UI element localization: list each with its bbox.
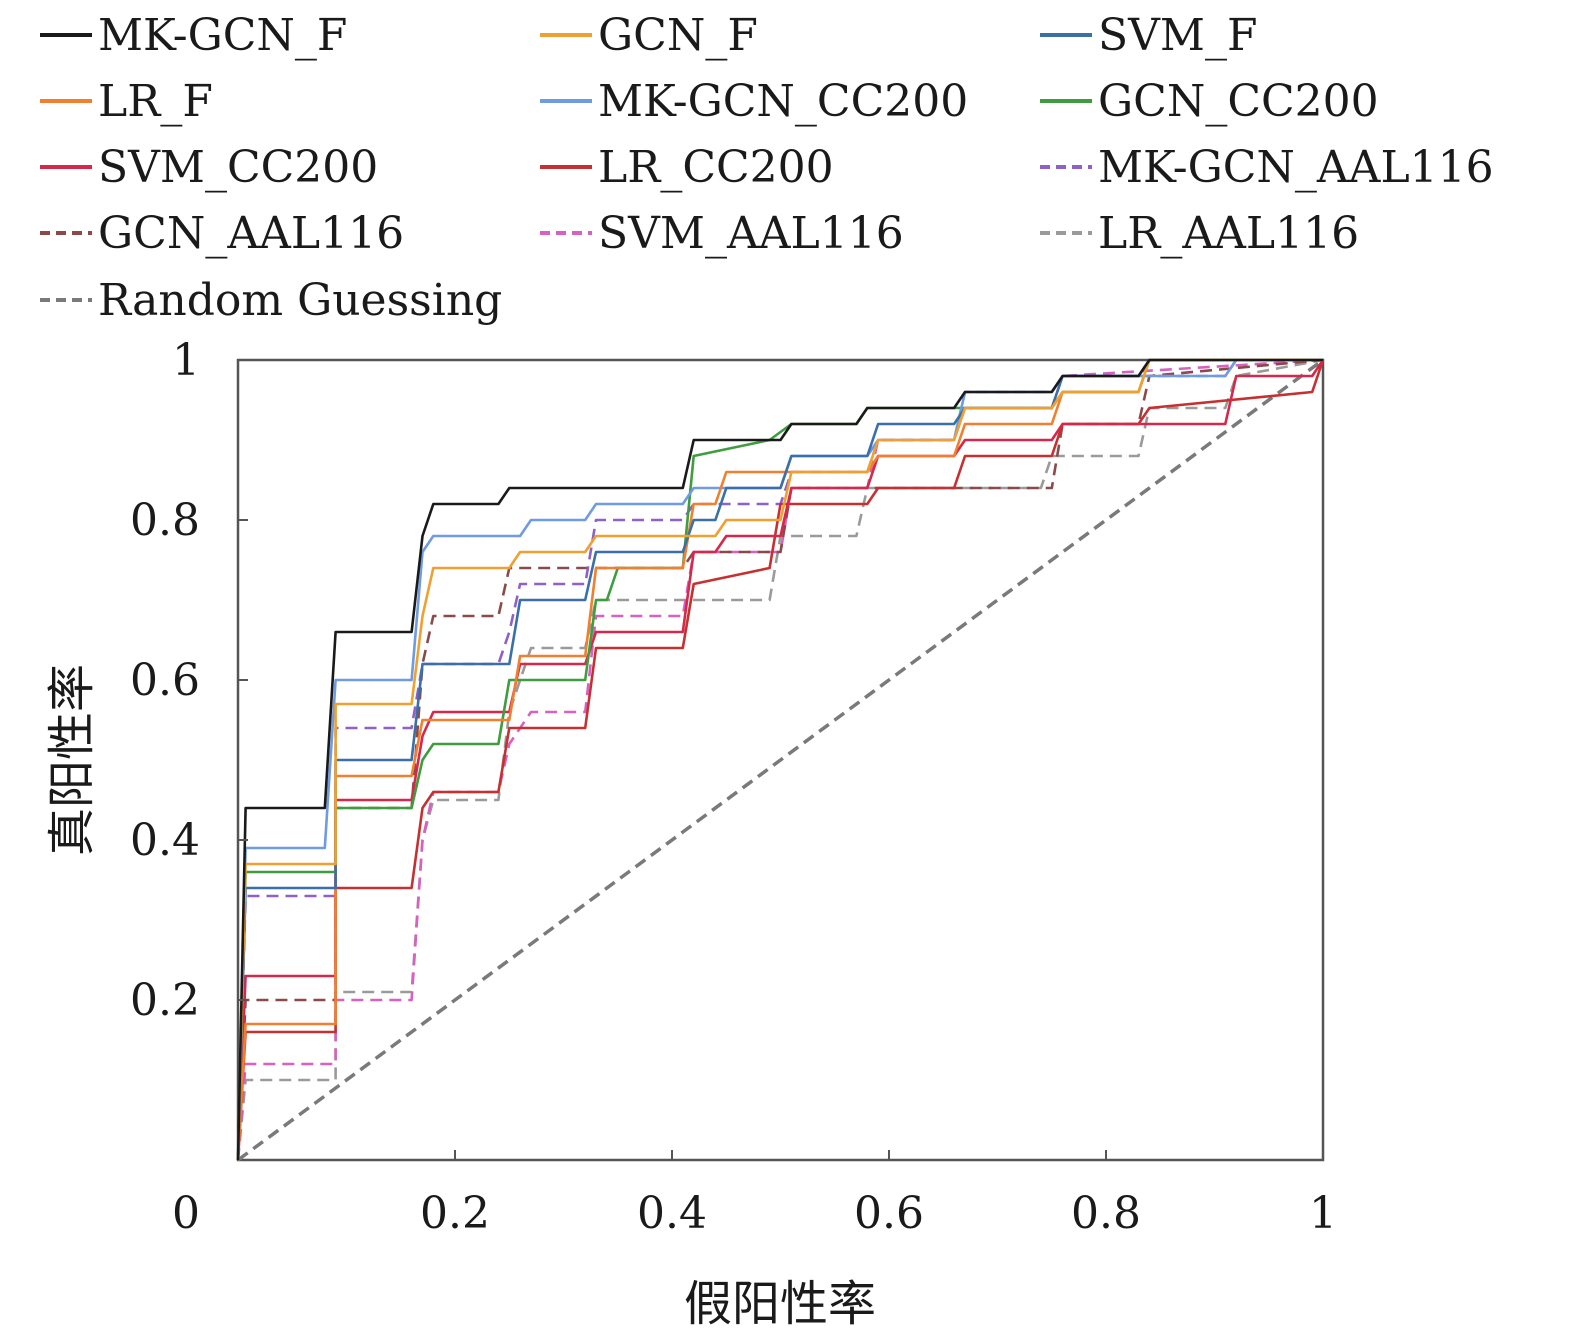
legend: MK-GCN_F GCN_F SVM_F LR_F MK-GCN_CC200 GCN_CC… bbox=[40, 10, 1494, 326]
legend-label: GCN_F bbox=[598, 10, 758, 61]
legend-label: MK-GCN_F bbox=[98, 10, 347, 61]
x-tick-label: 1 bbox=[1309, 1188, 1337, 1239]
legend-item-mk-gcn-aal116: MK-GCN_AAL116 bbox=[1040, 142, 1494, 193]
legend-item-random-guessing: Random Guessing bbox=[40, 275, 502, 326]
legend-item-gcn-f: GCN_F bbox=[540, 10, 758, 61]
legend-label: SVM_CC200 bbox=[98, 142, 378, 193]
legend-label: GCN_AAL116 bbox=[98, 208, 404, 259]
legend-label: LR_AAL116 bbox=[1098, 208, 1359, 259]
legend-label: LR_F bbox=[98, 76, 213, 127]
legend-item-lr-cc200: LR_CC200 bbox=[540, 142, 834, 193]
series-line-lr-f bbox=[236, 358, 1323, 1161]
series-line-lr-aal116 bbox=[236, 358, 1324, 1161]
legend-label: SVM_AAL116 bbox=[598, 208, 904, 259]
y-tick-label: 0.6 bbox=[130, 655, 200, 706]
legend-label: SVM_F bbox=[1098, 10, 1258, 61]
y-tick-label: 0.4 bbox=[130, 815, 200, 866]
legend-item-svm-f: SVM_F bbox=[1040, 10, 1258, 61]
series-line-gcn-f bbox=[236, 358, 1323, 1161]
legend-item-gcn-cc200: GCN_CC200 bbox=[1040, 76, 1379, 127]
legend-label: MK-GCN_AAL116 bbox=[1098, 142, 1494, 193]
y-axis-ticks: 0.2 0.4 0.6 0.8 1 bbox=[130, 335, 248, 1026]
series-line-mk-gcn-f bbox=[236, 358, 1323, 1161]
x-axis-label: 假阳性率 bbox=[684, 1276, 876, 1332]
x-tick-label: 0.8 bbox=[1071, 1188, 1141, 1239]
legend-item-mk-gcn-cc200: MK-GCN_CC200 bbox=[540, 76, 968, 127]
x-tick-label: 0.4 bbox=[637, 1188, 707, 1239]
y-tick-label: 0.2 bbox=[130, 975, 200, 1026]
y-tick-label: 1 bbox=[172, 335, 200, 386]
legend-item-svm-cc200: SVM_CC200 bbox=[40, 142, 378, 193]
y-axis-label: 真阳性率 bbox=[44, 664, 100, 856]
legend-label: Random Guessing bbox=[98, 275, 502, 326]
legend-item-svm-aal116: SVM_AAL116 bbox=[540, 208, 904, 259]
legend-label: LR_CC200 bbox=[598, 142, 834, 193]
x-tick-label: 0.2 bbox=[420, 1188, 490, 1239]
legend-item-gcn-aal116: GCN_AAL116 bbox=[40, 208, 404, 259]
legend-item-mk-gcn-f: MK-GCN_F bbox=[40, 10, 347, 61]
y-tick-label: 0.8 bbox=[130, 495, 200, 546]
series-line-random-guessing bbox=[236, 358, 1325, 1162]
series-layer bbox=[236, 358, 1325, 1162]
x-tick-label: 0 bbox=[172, 1188, 200, 1239]
legend-item-lr-f: LR_F bbox=[40, 76, 213, 127]
legend-label: MK-GCN_CC200 bbox=[598, 76, 968, 127]
x-tick-label: 0.6 bbox=[854, 1188, 924, 1239]
legend-item-lr-aal116: LR_AAL116 bbox=[1040, 208, 1359, 259]
series-line-svm-cc200 bbox=[236, 359, 1325, 1161]
legend-label: GCN_CC200 bbox=[1098, 76, 1379, 127]
x-axis-ticks: 0 0.2 0.4 0.6 0.8 1 bbox=[172, 1150, 1337, 1239]
